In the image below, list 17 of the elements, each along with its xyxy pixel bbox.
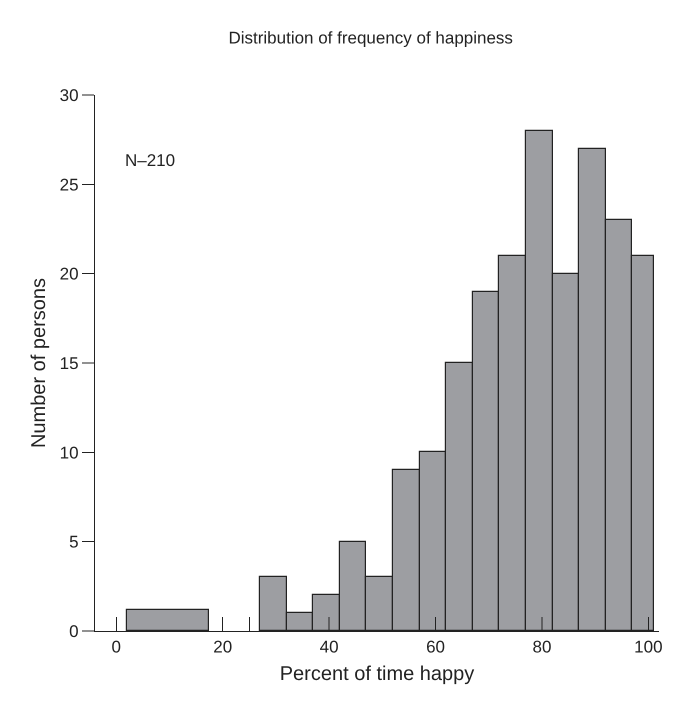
x-tick-label: 100 [634,637,663,656]
y-tick-label: 5 [69,532,79,552]
y-tick-label: 15 [60,354,79,373]
y-tick-label: 30 [60,86,79,105]
chart-title: Distribution of frequency of happiness [228,28,513,48]
y-tick-label: 25 [60,175,79,194]
x-tick-label: 60 [426,637,445,656]
y-tick-label: 0 [69,622,79,641]
x-tick-label: 20 [213,637,232,656]
x-axis-title: Percent of time happy [280,662,474,685]
x-tick-label: 0 [112,637,122,656]
y-axis-title: Number of persons [28,278,50,448]
y-tick-label: 10 [60,443,79,462]
x-tick-label: 80 [532,637,552,656]
annotation: N–210 [125,151,176,170]
x-tick-label: 40 [320,637,339,656]
y-tick-label: 20 [60,264,79,284]
